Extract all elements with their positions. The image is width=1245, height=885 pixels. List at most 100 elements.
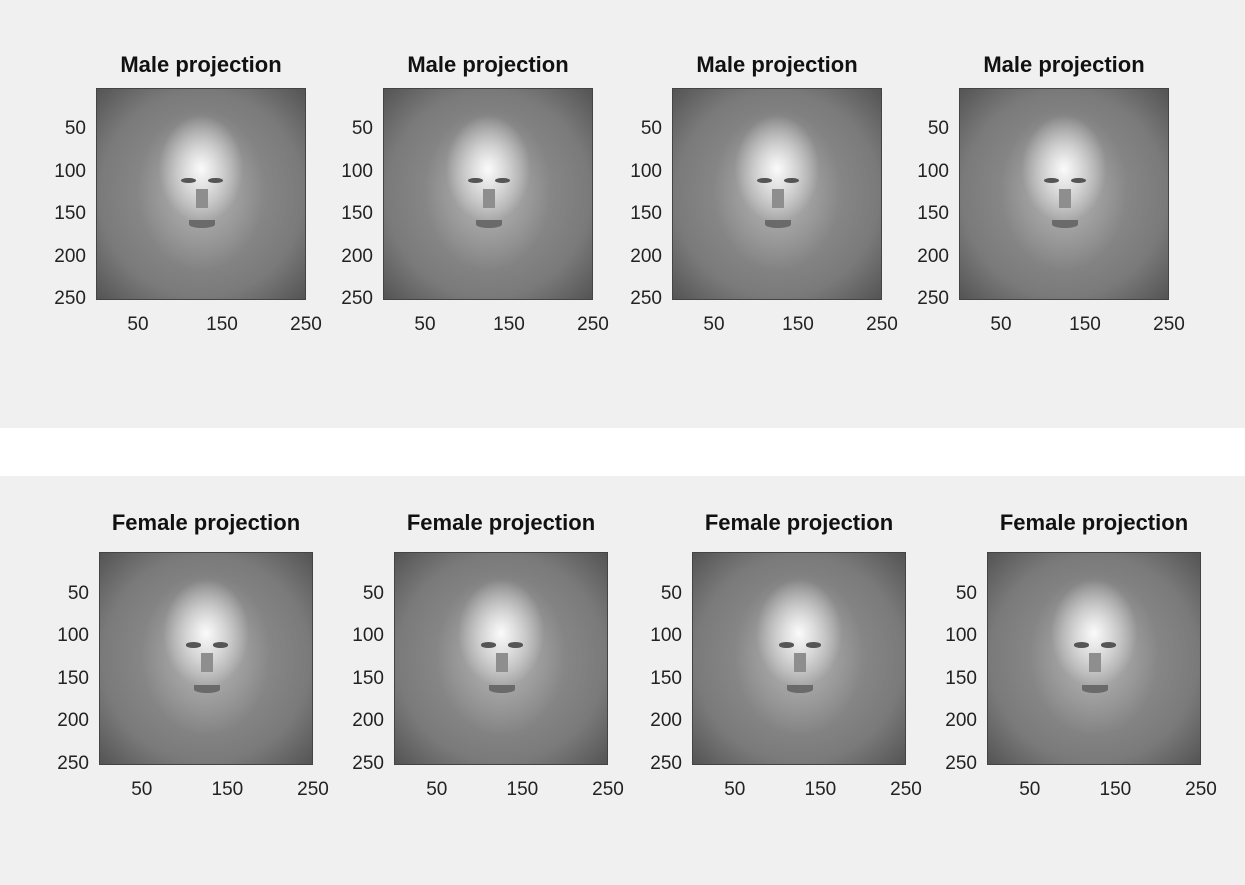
face-image — [692, 552, 906, 765]
y-tick-label: 50 — [362, 582, 384, 604]
y-tick-label: 200 — [945, 710, 977, 732]
mouth — [1082, 685, 1108, 693]
x-tick-label: 50 — [131, 779, 153, 800]
mouth — [489, 685, 515, 693]
x-tick-label: 150 — [804, 779, 837, 800]
left-eye — [468, 178, 483, 184]
y-tick-label: 150 — [341, 203, 373, 225]
x-tick-label: 150 — [782, 314, 814, 335]
y-tick-label: 50 — [351, 118, 373, 140]
face-image — [383, 88, 593, 300]
subplot-title: Female projection — [111, 510, 301, 535]
subplot-title: Female projection — [999, 510, 1189, 535]
right-eye — [784, 178, 799, 184]
right-eye — [213, 642, 229, 648]
y-tick-label: 200 — [352, 710, 384, 732]
mouth — [194, 685, 220, 693]
y-tick-label: 150 — [352, 667, 384, 689]
right-eye — [1071, 178, 1086, 184]
y-tick-label: 100 — [352, 625, 384, 647]
x-tick-label: 250 — [592, 779, 624, 800]
y-tick-label: 100 — [917, 160, 949, 182]
x-tick-label: 150 — [206, 314, 238, 335]
y-tick-label: 50 — [955, 582, 977, 604]
left-eye — [181, 178, 196, 184]
y-tick-label: 150 — [917, 203, 949, 225]
y-tick-label: 200 — [54, 245, 86, 267]
y-tick-label: 50 — [660, 582, 682, 604]
face-image — [987, 552, 1201, 765]
nose — [1058, 188, 1072, 208]
left-eye — [757, 178, 772, 184]
y-tick-label: 250 — [54, 288, 86, 309]
y-tick-label: 250 — [650, 753, 682, 774]
y-tick-label: 100 — [630, 160, 662, 182]
subplot-title: Male projection — [983, 52, 1145, 77]
nose — [200, 653, 214, 673]
y-tick-label: 200 — [650, 710, 682, 732]
x-tick-label: 150 — [211, 779, 244, 800]
x-tick-label: 250 — [1185, 779, 1217, 800]
right-eye — [806, 642, 822, 648]
nose — [793, 653, 807, 673]
x-tick-label: 250 — [1153, 314, 1185, 335]
x-tick-label: 150 — [1099, 779, 1132, 800]
y-tick-label: 150 — [630, 203, 662, 225]
x-tick-label: 50 — [127, 314, 149, 335]
y-tick-label: 250 — [917, 288, 949, 309]
left-eye — [1073, 642, 1089, 648]
x-tick-label: 250 — [890, 779, 922, 800]
y-tick-label: 100 — [650, 625, 682, 647]
y-tick-label: 50 — [67, 582, 89, 604]
x-tick-label: 50 — [703, 314, 725, 335]
x-tick-label: 50 — [414, 314, 436, 335]
y-tick-label: 200 — [630, 245, 662, 267]
x-tick-label: 150 — [506, 779, 539, 800]
nose — [1088, 653, 1102, 673]
subplot-title: Male projection — [696, 52, 858, 77]
y-tick-label: 250 — [630, 288, 662, 309]
y-tick-label: 50 — [640, 118, 662, 140]
mouth — [476, 220, 502, 228]
y-tick-label: 250 — [341, 288, 373, 309]
x-tick-label: 50 — [724, 779, 746, 800]
subplot-title: Male projection — [407, 52, 569, 77]
y-tick-label: 200 — [917, 245, 949, 267]
face-image — [959, 88, 1169, 300]
subplot-title: Female projection — [406, 510, 596, 535]
right-eye — [508, 642, 524, 648]
y-tick-label: 50 — [927, 118, 949, 140]
face-image — [672, 88, 882, 300]
x-tick-label: 250 — [577, 314, 609, 335]
mouth — [189, 220, 215, 228]
y-tick-label: 100 — [341, 160, 373, 182]
left-eye — [1044, 178, 1059, 184]
y-tick-label: 100 — [945, 625, 977, 647]
subplot-title: Male projection — [120, 52, 282, 77]
x-tick-label: 150 — [493, 314, 525, 335]
y-tick-label: 250 — [352, 753, 384, 774]
y-tick-label: 200 — [341, 245, 373, 267]
face-image — [394, 552, 608, 765]
face-image — [99, 552, 313, 765]
x-tick-label: 50 — [1019, 779, 1041, 800]
x-tick-label: 150 — [1069, 314, 1101, 335]
y-tick-label: 50 — [64, 118, 86, 140]
x-tick-label: 250 — [866, 314, 898, 335]
nose — [771, 188, 785, 208]
mouth — [1052, 220, 1078, 228]
x-tick-label: 50 — [426, 779, 448, 800]
y-tick-label: 100 — [54, 160, 86, 182]
right-eye — [1101, 642, 1117, 648]
right-eye — [495, 178, 510, 184]
y-tick-label: 250 — [57, 753, 89, 774]
nose — [495, 653, 509, 673]
face-image — [96, 88, 306, 300]
nose — [195, 188, 209, 208]
left-eye — [480, 642, 496, 648]
x-tick-label: 250 — [297, 779, 329, 800]
y-tick-label: 100 — [57, 625, 89, 647]
x-tick-label: 250 — [290, 314, 322, 335]
nose — [482, 188, 496, 208]
right-eye — [208, 178, 223, 184]
